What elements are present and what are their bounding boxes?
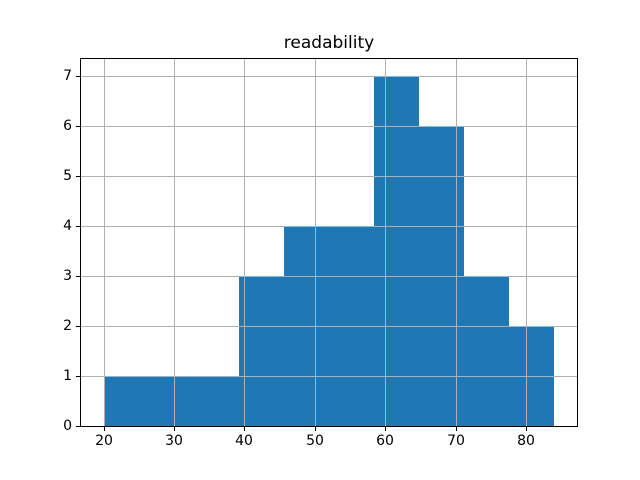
y-tick-mark bbox=[76, 76, 80, 77]
x-tick-label: 20 bbox=[95, 433, 113, 449]
y-tick-mark bbox=[76, 426, 80, 427]
histogram-bar bbox=[464, 276, 509, 426]
plot-area bbox=[80, 58, 578, 427]
y-tick-label: 2 bbox=[63, 318, 72, 334]
x-tick-mark bbox=[385, 427, 386, 431]
histogram-bar bbox=[239, 276, 284, 426]
x-tick-mark bbox=[174, 427, 175, 431]
y-tick-mark bbox=[76, 376, 80, 377]
y-gridline bbox=[81, 326, 577, 327]
x-tick-label: 50 bbox=[306, 433, 324, 449]
x-gridline bbox=[456, 59, 457, 426]
x-gridline bbox=[385, 59, 386, 426]
y-tick-label: 5 bbox=[63, 168, 72, 184]
histogram-bar bbox=[104, 376, 149, 426]
y-tick-mark bbox=[76, 226, 80, 227]
x-tick-mark bbox=[104, 427, 105, 431]
x-gridline bbox=[315, 59, 316, 426]
x-tick-mark bbox=[526, 427, 527, 431]
y-gridline bbox=[81, 126, 577, 127]
y-tick-mark bbox=[76, 276, 80, 277]
x-tick-label: 70 bbox=[447, 433, 465, 449]
y-tick-label: 6 bbox=[63, 118, 72, 134]
x-tick-label: 30 bbox=[165, 433, 183, 449]
x-gridline bbox=[104, 59, 105, 426]
y-tick-label: 3 bbox=[63, 268, 72, 284]
y-gridline bbox=[81, 176, 577, 177]
histogram-bar bbox=[149, 376, 194, 426]
y-gridline bbox=[81, 76, 577, 77]
x-gridline bbox=[174, 59, 175, 426]
y-gridline bbox=[81, 276, 577, 277]
y-gridline bbox=[81, 226, 577, 227]
y-gridline bbox=[81, 376, 577, 377]
histogram-bar bbox=[374, 76, 419, 426]
x-tick-label: 40 bbox=[235, 433, 253, 449]
x-gridline bbox=[244, 59, 245, 426]
x-tick-mark bbox=[244, 427, 245, 431]
y-tick-mark bbox=[76, 126, 80, 127]
x-tick-mark bbox=[456, 427, 457, 431]
x-tick-label: 60 bbox=[376, 433, 394, 449]
x-gridline bbox=[526, 59, 527, 426]
grid-layer bbox=[81, 59, 577, 426]
y-tick-mark bbox=[76, 326, 80, 327]
y-tick-label: 4 bbox=[63, 218, 72, 234]
x-tick-mark bbox=[315, 427, 316, 431]
y-tick-mark bbox=[76, 176, 80, 177]
y-tick-label: 0 bbox=[63, 418, 72, 434]
histogram-bar bbox=[194, 376, 239, 426]
x-tick-label: 80 bbox=[517, 433, 535, 449]
chart-title: readability bbox=[283, 33, 375, 53]
y-tick-label: 7 bbox=[63, 68, 72, 84]
y-tick-label: 1 bbox=[63, 368, 72, 384]
